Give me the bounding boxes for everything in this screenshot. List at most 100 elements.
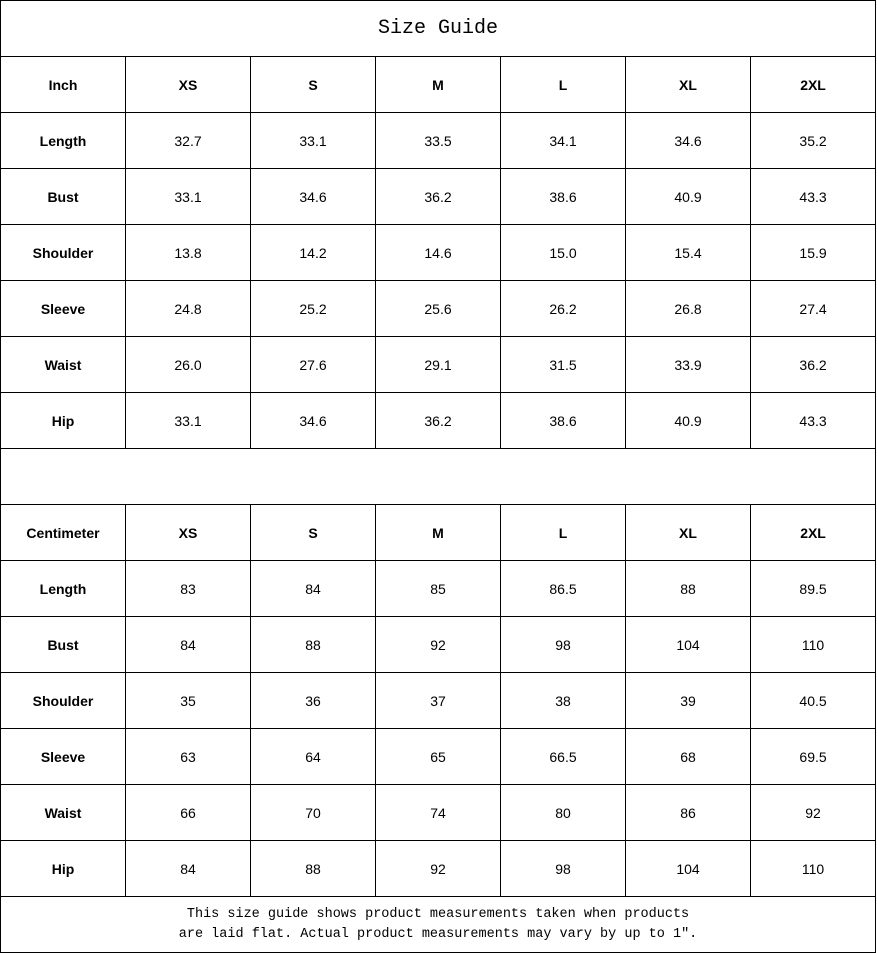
row-label: Length: [0, 560, 126, 617]
measurement-cell: 38: [500, 672, 626, 729]
measurement-cell: 40.5: [749, 672, 877, 729]
measurement-cell: 13.8: [125, 224, 251, 281]
measurement-cell: 104: [625, 840, 751, 897]
measurement-cell: 15.0: [500, 224, 626, 281]
row-label: Shoulder: [0, 672, 126, 729]
measurement-cell: 63: [125, 728, 251, 785]
row-label: Hip: [0, 392, 126, 449]
measurement-cell: 83: [125, 560, 251, 617]
measurement-cell: 25.2: [250, 280, 376, 337]
measurement-cell: 66: [125, 784, 251, 841]
table-row: Waist 26.0 27.6 29.1 31.5 33.9 36.2: [0, 336, 877, 393]
measurement-cell: 68: [625, 728, 751, 785]
table-row: Sleeve 63 64 65 66.5 68 69.5: [0, 728, 877, 785]
row-label: Bust: [0, 616, 126, 673]
measurement-cell: 33.1: [125, 392, 251, 449]
measurement-cell: 32.7: [125, 112, 251, 169]
page-title: Size Guide: [0, 0, 877, 57]
measurement-cell: 36.2: [375, 392, 501, 449]
measurement-cell: 35.2: [749, 112, 877, 169]
row-label: Bust: [0, 168, 126, 225]
measurement-cell: 33.1: [250, 112, 376, 169]
measurement-cell: 92: [749, 784, 877, 841]
measurement-cell: 80: [500, 784, 626, 841]
table-row: Bust 84 88 92 98 104 110: [0, 616, 877, 673]
measurement-cell: 43.3: [749, 392, 877, 449]
measurement-cell: 110: [749, 840, 877, 897]
measurement-cell: 92: [375, 840, 501, 897]
measurement-cell: 70: [250, 784, 376, 841]
size-header: 2XL: [749, 504, 877, 561]
measurement-cell: 34.6: [250, 392, 376, 449]
measurement-cell: 37: [375, 672, 501, 729]
measurement-cell: 88: [250, 840, 376, 897]
measurement-cell: 88: [625, 560, 751, 617]
row-label: Sleeve: [0, 728, 126, 785]
measurement-cell: 66.5: [500, 728, 626, 785]
row-label: Waist: [0, 336, 126, 393]
measurement-cell: 38.6: [500, 168, 626, 225]
measurement-cell: 26.2: [500, 280, 626, 337]
unit-header: Inch: [0, 56, 126, 113]
measurement-cell: 38.6: [500, 392, 626, 449]
spacer-cell: [0, 448, 877, 505]
size-header: XL: [625, 56, 751, 113]
row-label: Shoulder: [0, 224, 126, 281]
measurement-cell: 74: [375, 784, 501, 841]
size-header: XL: [625, 504, 751, 561]
measurement-cell: 15.9: [749, 224, 877, 281]
measurement-cell: 25.6: [375, 280, 501, 337]
measurement-cell: 36.2: [375, 168, 501, 225]
measurement-cell: 104: [625, 616, 751, 673]
measurement-cell: 15.4: [625, 224, 751, 281]
measurement-cell: 86: [625, 784, 751, 841]
size-header: M: [375, 504, 501, 561]
unit-header: Centimeter: [0, 504, 126, 561]
footnote-line-1: This size guide shows product measuremen…: [186, 906, 690, 922]
measurement-cell: 33.9: [625, 336, 751, 393]
measurement-cell: 35: [125, 672, 251, 729]
measurement-cell: 69.5: [749, 728, 877, 785]
measurement-cell: 26.0: [125, 336, 251, 393]
note-row: This size guide shows product measuremen…: [0, 896, 877, 953]
measurement-cell: 34.6: [625, 112, 751, 169]
footnote: This size guide shows product measuremen…: [0, 896, 877, 953]
measurement-cell: 92: [375, 616, 501, 673]
size-header: M: [375, 56, 501, 113]
footnote-line-2: are laid flat. Actual product measuremen…: [178, 926, 698, 942]
title-row: Size Guide: [0, 0, 877, 57]
table-row: Hip 84 88 92 98 104 110: [0, 840, 877, 897]
measurement-cell: 84: [125, 616, 251, 673]
measurement-cell: 34.1: [500, 112, 626, 169]
measurement-cell: 27.4: [749, 280, 877, 337]
measurement-cell: 84: [125, 840, 251, 897]
size-header: L: [500, 56, 626, 113]
header-row: Centimeter XS S M L XL 2XL: [0, 504, 877, 561]
measurement-cell: 110: [749, 616, 877, 673]
table-row: Bust 33.1 34.6 36.2 38.6 40.9 43.3: [0, 168, 877, 225]
size-header: XS: [125, 504, 251, 561]
measurement-cell: 24.8: [125, 280, 251, 337]
measurement-cell: 86.5: [500, 560, 626, 617]
measurement-cell: 14.2: [250, 224, 376, 281]
measurement-cell: 34.6: [250, 168, 376, 225]
table-row: Waist 66 70 74 80 86 92: [0, 784, 877, 841]
measurement-cell: 85: [375, 560, 501, 617]
table-row: Hip 33.1 34.6 36.2 38.6 40.9 43.3: [0, 392, 877, 449]
measurement-cell: 36.2: [749, 336, 877, 393]
measurement-cell: 27.6: [250, 336, 376, 393]
measurement-cell: 33.1: [125, 168, 251, 225]
row-label: Sleeve: [0, 280, 126, 337]
measurement-cell: 40.9: [625, 168, 751, 225]
measurement-cell: 36: [250, 672, 376, 729]
size-header: 2XL: [749, 56, 877, 113]
row-label: Length: [0, 112, 126, 169]
measurement-cell: 40.9: [625, 392, 751, 449]
measurement-cell: 39: [625, 672, 751, 729]
row-label: Waist: [0, 784, 126, 841]
size-header: XS: [125, 56, 251, 113]
table-row: Shoulder 35 36 37 38 39 40.5: [0, 672, 877, 729]
header-row: Inch XS S M L XL 2XL: [0, 56, 877, 113]
measurement-cell: 65: [375, 728, 501, 785]
